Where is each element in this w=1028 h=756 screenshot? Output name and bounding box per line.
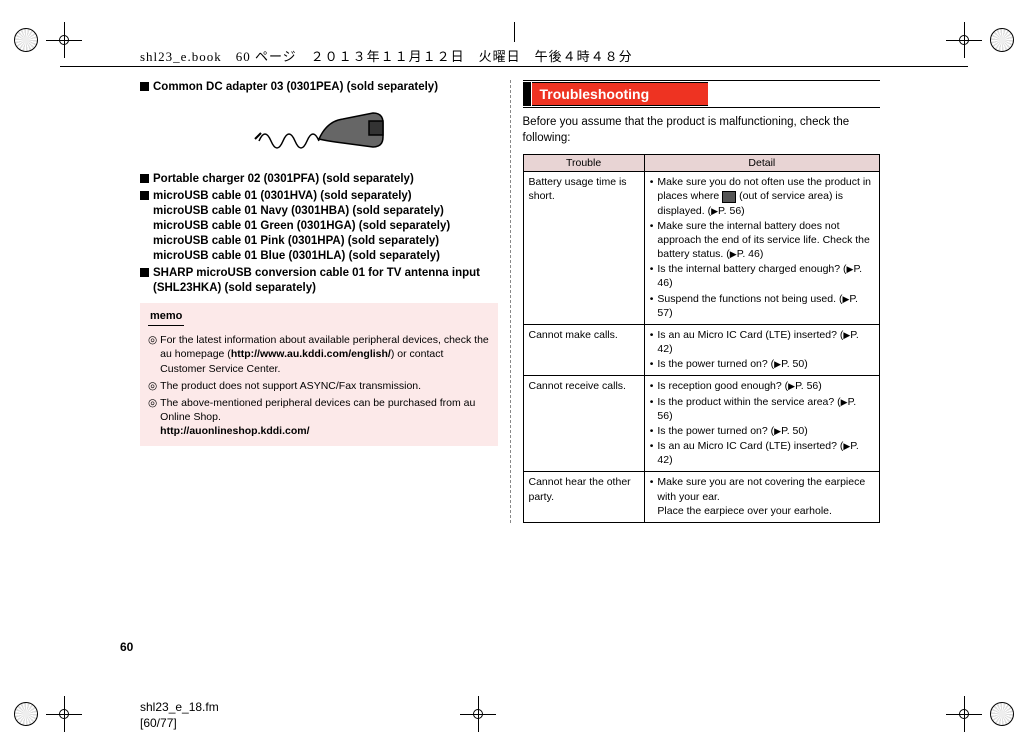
detail-bullet: Is an au Micro IC Card (LTE) inserted? (… [650,328,874,356]
cell-detail: Is an au Micro IC Card (LTE) inserted? (… [644,324,879,376]
memo-line: ◎The above-mentioned peripheral devices … [148,396,490,439]
detail-bullet: Make sure you are not covering the earpi… [650,475,874,518]
intro-text: Before you assume that the product is ma… [523,114,881,146]
accessory-item: Portable charger 02 (0301PFA) (sold sepa… [140,172,498,187]
cell-trouble: Cannot receive calls. [523,376,644,472]
detail-bullet: Suspend the functions not being used. (▶… [650,292,874,320]
table-row: Cannot make calls.Is an au Micro IC Card… [523,324,880,376]
table-row: Cannot receive calls.Is reception good e… [523,376,880,472]
section-title: Troubleshooting [532,82,708,106]
memo-bullet-icon: ◎ [148,333,157,376]
detail-bullet: Make sure the internal battery does not … [650,219,874,262]
page-number: 60 [120,640,133,654]
crop-mark-bottom-right [946,696,1014,732]
crop-mark-bottom-center [460,696,496,732]
accessory-text: Common DC adapter 03 (0301PEA) (sold sep… [153,80,438,95]
detail-bullet: Is the power turned on? (▶P. 50) [650,424,874,438]
th-trouble: Trouble [523,155,644,172]
cell-trouble: Cannot make calls. [523,324,644,376]
accessory-text: SHARP microUSB conversion cable 01 for T… [153,266,498,296]
memo-line: ◎The product does not support ASYNC/Fax … [148,379,490,393]
detail-bullet: Is an au Micro IC Card (LTE) inserted? (… [650,439,874,467]
detail-bullet: Make sure you do not often use the produ… [650,175,874,218]
detail-bullet: Is the internal battery charged enough? … [650,262,874,290]
memo-text: The product does not support ASYNC/Fax t… [160,379,421,393]
crop-mark-top-left [14,22,82,58]
accessories-list: Common DC adapter 03 (0301PEA) (sold sep… [140,80,498,295]
memo-text: The above-mentioned peripheral devices c… [160,396,489,439]
header-text: shl23_e.book 60 ページ ２０１３年１１月１２日 火曜日 午後４時… [140,46,633,65]
bullet-square-icon [140,268,149,277]
detail-bullet: Is the product within the service area? … [650,395,874,423]
right-column: Troubleshooting Before you assume that t… [510,80,881,523]
memo-bullet-icon: ◎ [148,396,157,439]
cell-detail: Make sure you are not covering the earpi… [644,472,879,523]
cell-trouble: Battery usage time is short. [523,172,644,325]
detail-bullet: Is the power turned on? (▶P. 50) [650,357,874,371]
crop-mark-bottom-left [14,696,82,732]
cell-trouble: Cannot hear the other party. [523,472,644,523]
table-row: Cannot hear the other party.Make sure yo… [523,472,880,523]
memo-box: memo ◎For the latest information about a… [140,303,498,446]
memo-text: For the latest information about availab… [160,333,489,376]
cell-detail: Is reception good enough? (▶P. 56) Is the… [644,376,879,472]
memo-bullet-icon: ◎ [148,379,157,393]
troubleshooting-table: Trouble Detail Battery usage time is sho… [523,154,881,523]
crop-mark-top-right [946,22,1014,58]
footer: shl23_e_18.fm [60/77] [140,700,219,731]
table-row: Battery usage time is short.Make sure yo… [523,172,880,325]
detail-bullet: Is reception good enough? (▶P. 56) [650,379,874,393]
accessory-item: Common DC adapter 03 (0301PEA) (sold sep… [140,80,498,95]
accessory-item: SHARP microUSB conversion cable 01 for T… [140,266,498,296]
bullet-square-icon [140,191,149,200]
section-header: Troubleshooting [523,80,881,108]
bullet-square-icon [140,174,149,183]
crop-mark-top-center [514,22,515,42]
memo-label: memo [148,309,184,326]
signal-icon [722,191,736,203]
th-detail: Detail [644,155,879,172]
page-content: Common DC adapter 03 (0301PEA) (sold sep… [140,80,880,523]
accessory-item: microUSB cable 01 (0301HVA) (sold separa… [140,189,498,264]
footer-page: [60/77] [140,716,219,732]
accessory-text: Portable charger 02 (0301PFA) (sold sepa… [153,172,414,187]
bullet-square-icon [140,82,149,91]
adapter-image [140,101,498,162]
cell-detail: Make sure you do not often use the produ… [644,172,879,325]
accessory-text: microUSB cable 01 (0301HVA) (sold separa… [153,189,450,264]
left-column: Common DC adapter 03 (0301PEA) (sold sep… [140,80,510,523]
memo-line: ◎For the latest information about availa… [148,333,490,376]
footer-file: shl23_e_18.fm [140,700,219,716]
